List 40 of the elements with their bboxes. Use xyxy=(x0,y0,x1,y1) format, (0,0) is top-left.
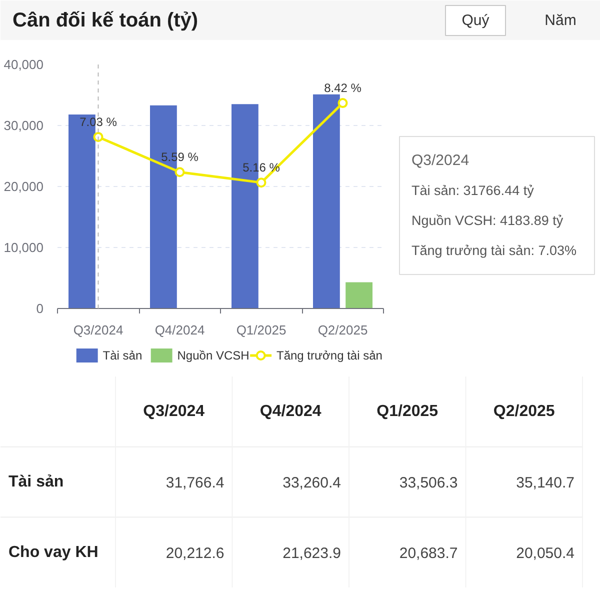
text: Nguồn VCSH: 4183.89 tỷ xyxy=(412,213,564,228)
legend-label: Nguồn VCSH xyxy=(177,348,250,362)
data-label: 35,140.7 xyxy=(516,474,574,492)
x-tick-label: Q4/2024 xyxy=(154,322,205,338)
point xyxy=(256,178,266,188)
bar xyxy=(346,282,372,308)
text: Cho vay KH xyxy=(8,544,98,561)
bar xyxy=(313,94,340,308)
category-label: Q2/2025 xyxy=(493,403,555,420)
chart-title: Cân đối kế toán (tỷ) xyxy=(12,10,198,32)
point xyxy=(338,98,348,108)
y-tick-label: 20,000 xyxy=(4,179,44,194)
x-tick-label: Q3/2024 xyxy=(73,322,124,338)
text: Quý xyxy=(462,12,490,29)
data-label: 8.42 % xyxy=(324,81,362,96)
y-tick-label: 10,000 xyxy=(4,240,44,255)
point xyxy=(93,132,104,142)
x-tick-label: Q1/2025 xyxy=(236,322,286,338)
text: Tăng trưởng tài sản: 7.03% xyxy=(412,243,576,258)
category-label: Q4/2024 xyxy=(260,403,322,420)
data-label: 20,683.7 xyxy=(399,544,458,562)
legend-label: Tăng trưởng tài sản xyxy=(276,348,382,362)
y-tick-label: 40,000 xyxy=(4,57,44,72)
y-tick-label: 0 xyxy=(36,301,44,316)
data-label: 20,212.6 xyxy=(166,544,224,562)
text: Năm xyxy=(544,12,576,29)
data-label: 33,506.3 xyxy=(399,474,458,492)
y-tick-label: 30,000 xyxy=(4,118,44,133)
data-label: 33,260.4 xyxy=(282,474,341,492)
series-label: Tài sản xyxy=(8,474,64,490)
category-label: Q3/2024 xyxy=(143,403,205,420)
data-label: 20,050.4 xyxy=(516,544,574,562)
data-label: 21,623.9 xyxy=(282,544,341,562)
text: Tài sản: 31766.44 tỷ xyxy=(412,183,534,198)
x-tick-label: Q2/2025 xyxy=(318,322,368,338)
data-label: 31,766.4 xyxy=(166,474,224,492)
text: Q3/2024 xyxy=(412,152,470,169)
legend-label: Tài sản xyxy=(102,348,142,362)
point xyxy=(174,167,185,178)
category-label: Q1/2025 xyxy=(376,403,438,420)
